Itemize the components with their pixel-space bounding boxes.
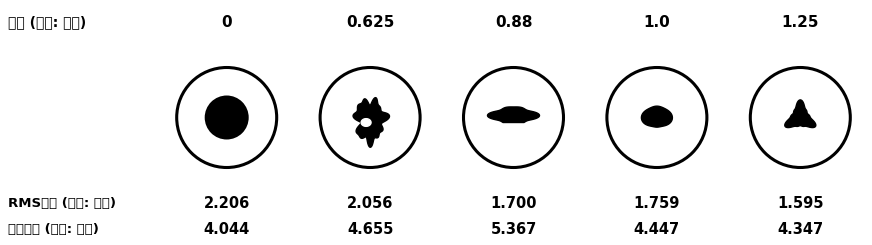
Text: 视场 (单位: 毫米): 视场 (单位: 毫米)	[8, 15, 86, 29]
Text: 1.759: 1.759	[634, 196, 680, 210]
Polygon shape	[785, 100, 816, 128]
Circle shape	[750, 68, 850, 168]
Text: RMS半径 (单位: 微米): RMS半径 (单位: 微米)	[8, 196, 116, 209]
Circle shape	[607, 68, 707, 168]
Text: 5.367: 5.367	[490, 221, 536, 236]
Text: 4.655: 4.655	[347, 221, 393, 236]
Text: 几何半径 (单位: 微米): 几何半径 (单位: 微米)	[8, 222, 99, 235]
Text: 1.0: 1.0	[644, 14, 671, 29]
Circle shape	[320, 68, 420, 168]
Circle shape	[177, 68, 276, 168]
Text: 0.88: 0.88	[494, 14, 532, 29]
Polygon shape	[642, 106, 672, 127]
Text: 0: 0	[221, 14, 232, 29]
Polygon shape	[361, 119, 371, 126]
Text: 2.206: 2.206	[203, 196, 249, 210]
Polygon shape	[487, 107, 540, 122]
Text: 4.447: 4.447	[634, 221, 680, 236]
Text: 2.056: 2.056	[347, 196, 393, 210]
Circle shape	[464, 68, 563, 168]
Text: 4.044: 4.044	[203, 221, 249, 236]
Text: 0.625: 0.625	[346, 14, 394, 29]
Polygon shape	[353, 98, 390, 147]
Text: 4.347: 4.347	[777, 221, 823, 236]
Text: 1.700: 1.700	[490, 196, 537, 210]
Circle shape	[205, 96, 249, 139]
Text: 1.25: 1.25	[781, 14, 819, 29]
Text: 1.595: 1.595	[777, 196, 823, 210]
